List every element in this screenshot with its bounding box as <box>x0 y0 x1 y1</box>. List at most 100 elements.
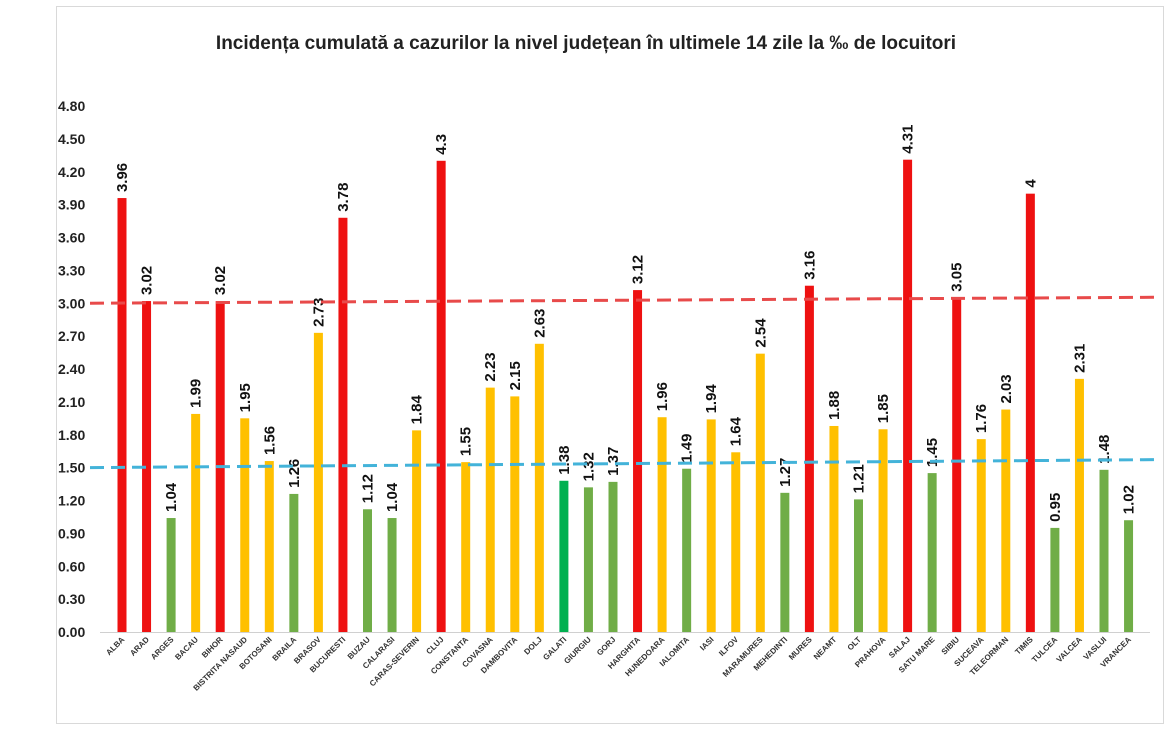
category-label: ARAD <box>128 635 151 658</box>
data-label: 1.56 <box>261 426 278 455</box>
data-label: 1.04 <box>384 482 401 512</box>
data-label: 4 <box>1022 179 1039 188</box>
bar <box>1099 469 1109 632</box>
bar <box>289 493 299 632</box>
data-label: 3.12 <box>630 255 647 284</box>
data-label: 1.64 <box>728 416 745 446</box>
bar <box>461 462 471 632</box>
data-label: 1.21 <box>851 464 868 493</box>
bar <box>559 480 569 632</box>
category-label: NEAMT <box>812 635 839 662</box>
bar <box>387 518 397 632</box>
bar <box>804 285 814 632</box>
y-tick-label: 0.60 <box>58 558 85 574</box>
threshold-line-blue <box>89 458 1159 470</box>
data-label: 1.99 <box>188 379 205 408</box>
y-tick-label: 3.60 <box>58 230 85 246</box>
category-label: IASI <box>698 635 715 652</box>
bar <box>682 468 692 632</box>
data-label: 2.15 <box>507 361 524 390</box>
data-label: 1.38 <box>556 446 573 475</box>
bar <box>583 487 593 632</box>
data-label: 3.02 <box>139 266 156 295</box>
data-label: 3.78 <box>335 183 352 212</box>
data-label: 1.76 <box>973 404 990 433</box>
y-tick-label: 0.90 <box>58 525 85 541</box>
data-label: 3.02 <box>212 266 229 295</box>
category-label: BACAU <box>173 635 200 662</box>
data-label: 1.94 <box>703 384 720 414</box>
data-label: 2.23 <box>482 352 499 381</box>
data-label: 1.84 <box>409 395 426 425</box>
category-label: ALBA <box>104 635 126 657</box>
bar <box>927 473 937 632</box>
category-label: OLT <box>846 635 863 652</box>
bar <box>363 509 372 632</box>
data-label: 1.02 <box>1121 485 1138 514</box>
bar <box>854 499 863 632</box>
bar <box>633 290 643 632</box>
bar <box>338 217 348 632</box>
y-tick-label: 4.50 <box>58 131 85 147</box>
bar <box>829 425 839 632</box>
category-label: ILFOV <box>717 635 740 658</box>
data-label: 4.3 <box>433 134 450 155</box>
data-label: 1.37 <box>605 447 622 476</box>
data-label: 1.27 <box>777 458 794 487</box>
chart-title: Incidența cumulată a cazurilor la nivel … <box>215 33 957 54</box>
category-label: GORJ <box>595 635 617 657</box>
data-label: 1.49 <box>679 434 696 463</box>
data-label: 2.54 <box>752 318 769 348</box>
data-label: 1.04 <box>163 482 180 512</box>
bar <box>952 297 962 632</box>
bar <box>1025 193 1035 632</box>
data-label: 0.95 <box>1047 493 1064 522</box>
bar <box>264 461 274 632</box>
y-tick-label: 1.80 <box>58 427 85 443</box>
data-label: 2.63 <box>531 309 548 338</box>
data-label: 3.96 <box>114 163 131 192</box>
bar <box>166 518 176 632</box>
bar <box>731 452 741 632</box>
category-label: SIBIU <box>940 635 962 657</box>
y-tick-label: 4.80 <box>58 98 85 114</box>
data-label: 1.55 <box>458 427 475 456</box>
bar <box>240 418 250 632</box>
bar <box>903 159 913 632</box>
bar <box>485 387 495 632</box>
bar <box>436 160 446 632</box>
category-label: ARGES <box>149 635 176 662</box>
data-label: 3.05 <box>949 263 966 292</box>
threshold-line-red <box>89 295 1159 305</box>
y-tick-label: 4.20 <box>58 164 85 180</box>
y-tick-label: 2.70 <box>58 328 85 344</box>
data-label: 1.88 <box>826 391 843 420</box>
y-tick-label: 1.50 <box>58 460 85 476</box>
data-label: 2.73 <box>310 298 327 327</box>
data-label: 1.12 <box>360 474 377 503</box>
bar <box>534 343 544 632</box>
y-tick-label: 1.20 <box>58 493 85 509</box>
data-label: 4.31 <box>900 124 917 153</box>
bar <box>412 430 422 632</box>
category-label: MURES <box>787 635 814 662</box>
y-tick-label: 0.00 <box>58 624 85 640</box>
data-label: 1.95 <box>237 383 254 412</box>
y-tick-label: 3.30 <box>58 262 85 278</box>
bar <box>142 301 152 632</box>
bar <box>117 198 127 633</box>
bar <box>1050 527 1060 632</box>
bar <box>1124 520 1134 632</box>
data-label: 1.32 <box>580 452 597 481</box>
category-label: DOLJ <box>522 635 543 656</box>
category-label: TULCEA <box>1030 635 1059 664</box>
bar <box>755 353 765 632</box>
y-tick-label: 3.00 <box>58 295 85 311</box>
bar <box>313 332 323 632</box>
data-label: 2.31 <box>1071 344 1088 373</box>
y-tick-label: 0.30 <box>58 591 85 607</box>
y-tick-label: 3.90 <box>58 197 85 213</box>
category-label: CLUJ <box>424 635 445 656</box>
data-label: 2.03 <box>998 374 1015 403</box>
